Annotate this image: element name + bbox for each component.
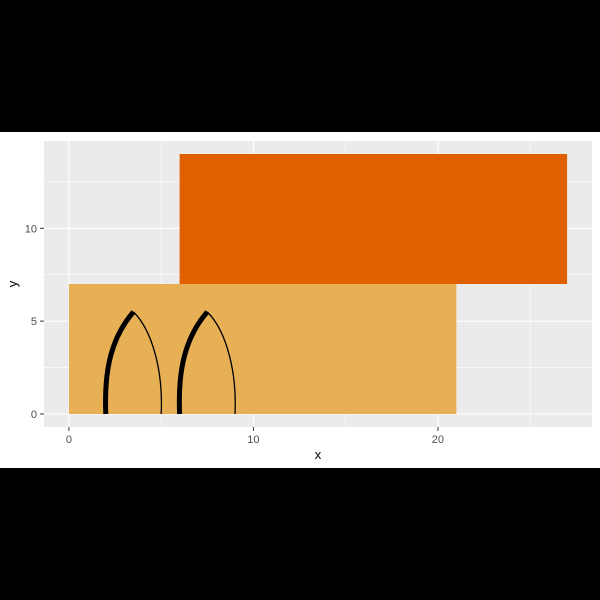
arc-1-thin-stroke	[133, 311, 163, 415]
x-tick-label: 20	[432, 434, 444, 446]
x-tick-label: 10	[247, 434, 259, 446]
y-axis-title: y	[5, 280, 20, 287]
data-rect-1	[68, 284, 457, 414]
data-rect-2	[179, 154, 568, 284]
y-tick-label: 0	[31, 409, 37, 421]
arc-2-thick-stroke	[176, 310, 210, 415]
arc-2-thin-stroke	[206, 311, 236, 415]
x-axis-title: x	[315, 447, 322, 462]
arc-1-thick-stroke	[103, 310, 136, 415]
y-tick-label: 5	[31, 316, 37, 328]
y-tick-label: 10	[25, 223, 37, 235]
data-rects	[68, 154, 568, 414]
axes: 0 10 20 0 5 10	[25, 223, 444, 446]
data-arcs	[103, 310, 236, 415]
x-tick-label: 0	[66, 434, 72, 446]
